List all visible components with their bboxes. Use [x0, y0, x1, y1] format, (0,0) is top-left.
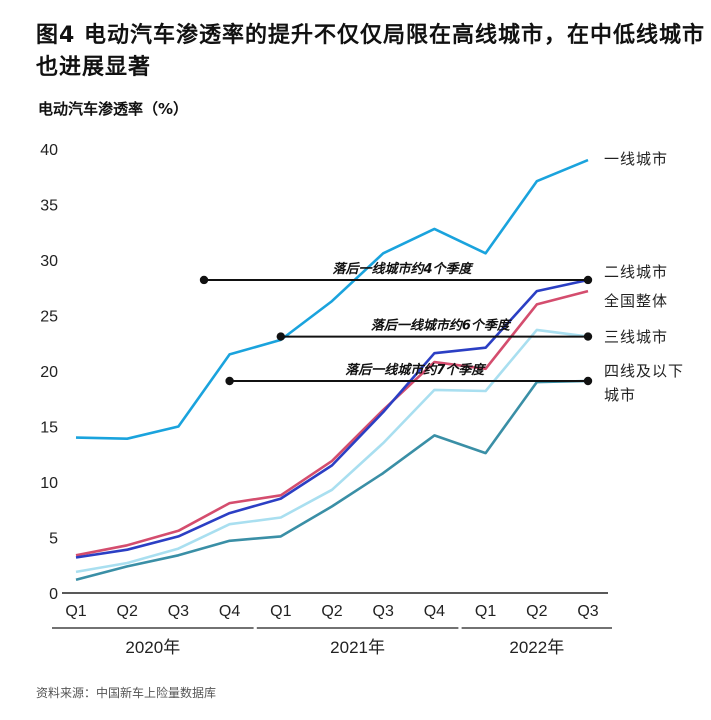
chart-title: 图4 电动汽车渗透率的提升不仅仅局限在高线城市，在中低线城市也进展显著 [36, 23, 705, 80]
x-tick-label: Q2 [526, 603, 547, 620]
y-tick-label: 15 [40, 420, 58, 437]
year-label: 2022年 [509, 638, 564, 657]
legend-label: 二线城市 [604, 263, 668, 281]
legend-label: 四线及以下 [604, 362, 684, 380]
y-tick-label: 40 [40, 142, 58, 159]
lag-bracket-end-dot [583, 376, 593, 386]
x-tick-label: Q1 [270, 603, 291, 620]
series-lines [75, 158, 589, 581]
y-tick-label: 25 [40, 309, 58, 326]
y-tick-label: 35 [40, 198, 58, 215]
series-line [75, 379, 589, 581]
x-tick-label: Q2 [321, 603, 342, 620]
series-line [75, 158, 589, 441]
legend-label: 三线城市 [604, 328, 668, 346]
y-tick-label: 30 [40, 253, 58, 270]
lag-bracket-end-dot [583, 332, 593, 341]
lag-annotation-label: 落后一线城市约6个季度 [371, 318, 513, 334]
lag-bracket-end-dot [583, 275, 593, 285]
line-chart: 0 5 10 15 20 25 30 35 40 Q1 Q2 Q3 Q4 Q1 Q2 Q3 Q4 Q1 Q2 Q3 20… [40, 142, 684, 657]
lag-annotation-label: 落后一线城市约4个季度 [332, 261, 474, 277]
series-line [75, 278, 589, 559]
y-tick-label: 20 [40, 364, 58, 381]
y-tick-label: 5 [49, 531, 58, 548]
x-tick-label: Q1 [475, 603, 496, 620]
year-label: 2020年 [125, 638, 180, 657]
x-tick-label: Q3 [168, 603, 189, 620]
legend-label: 一线城市 [604, 150, 668, 168]
series-line [75, 328, 589, 574]
y-axis-label: 电动汽车渗透率（%） [38, 100, 189, 118]
legend-label-continued: 城市 [604, 386, 636, 404]
x-tick-label: Q3 [373, 603, 394, 620]
y-tick-label: 0 [49, 586, 58, 603]
source-note: 资料来源：中国新车上险量数据库 [36, 686, 217, 700]
y-tick-label: 10 [40, 475, 58, 492]
legend-label: 全国整体 [604, 292, 668, 310]
x-tick-label: Q4 [424, 603, 445, 620]
lag-bracket-start-dot [199, 275, 209, 285]
series-line [75, 289, 589, 557]
axes: 0 5 10 15 20 25 30 35 40 Q1 Q2 Q3 Q4 Q1 Q2 Q3 Q4 Q1 Q2 Q3 20… [40, 142, 612, 657]
x-tick-label: Q4 [219, 603, 240, 620]
x-tick-label: Q1 [65, 603, 86, 620]
x-tick-label: Q2 [117, 603, 138, 620]
x-tick-label: Q3 [577, 603, 598, 620]
lag-annotation-label: 落后一线城市约7个季度 [345, 362, 487, 378]
year-label: 2021年 [330, 638, 385, 657]
lag-bracket-start-dot [225, 376, 234, 386]
lag-bracket-start-dot [276, 332, 285, 341]
